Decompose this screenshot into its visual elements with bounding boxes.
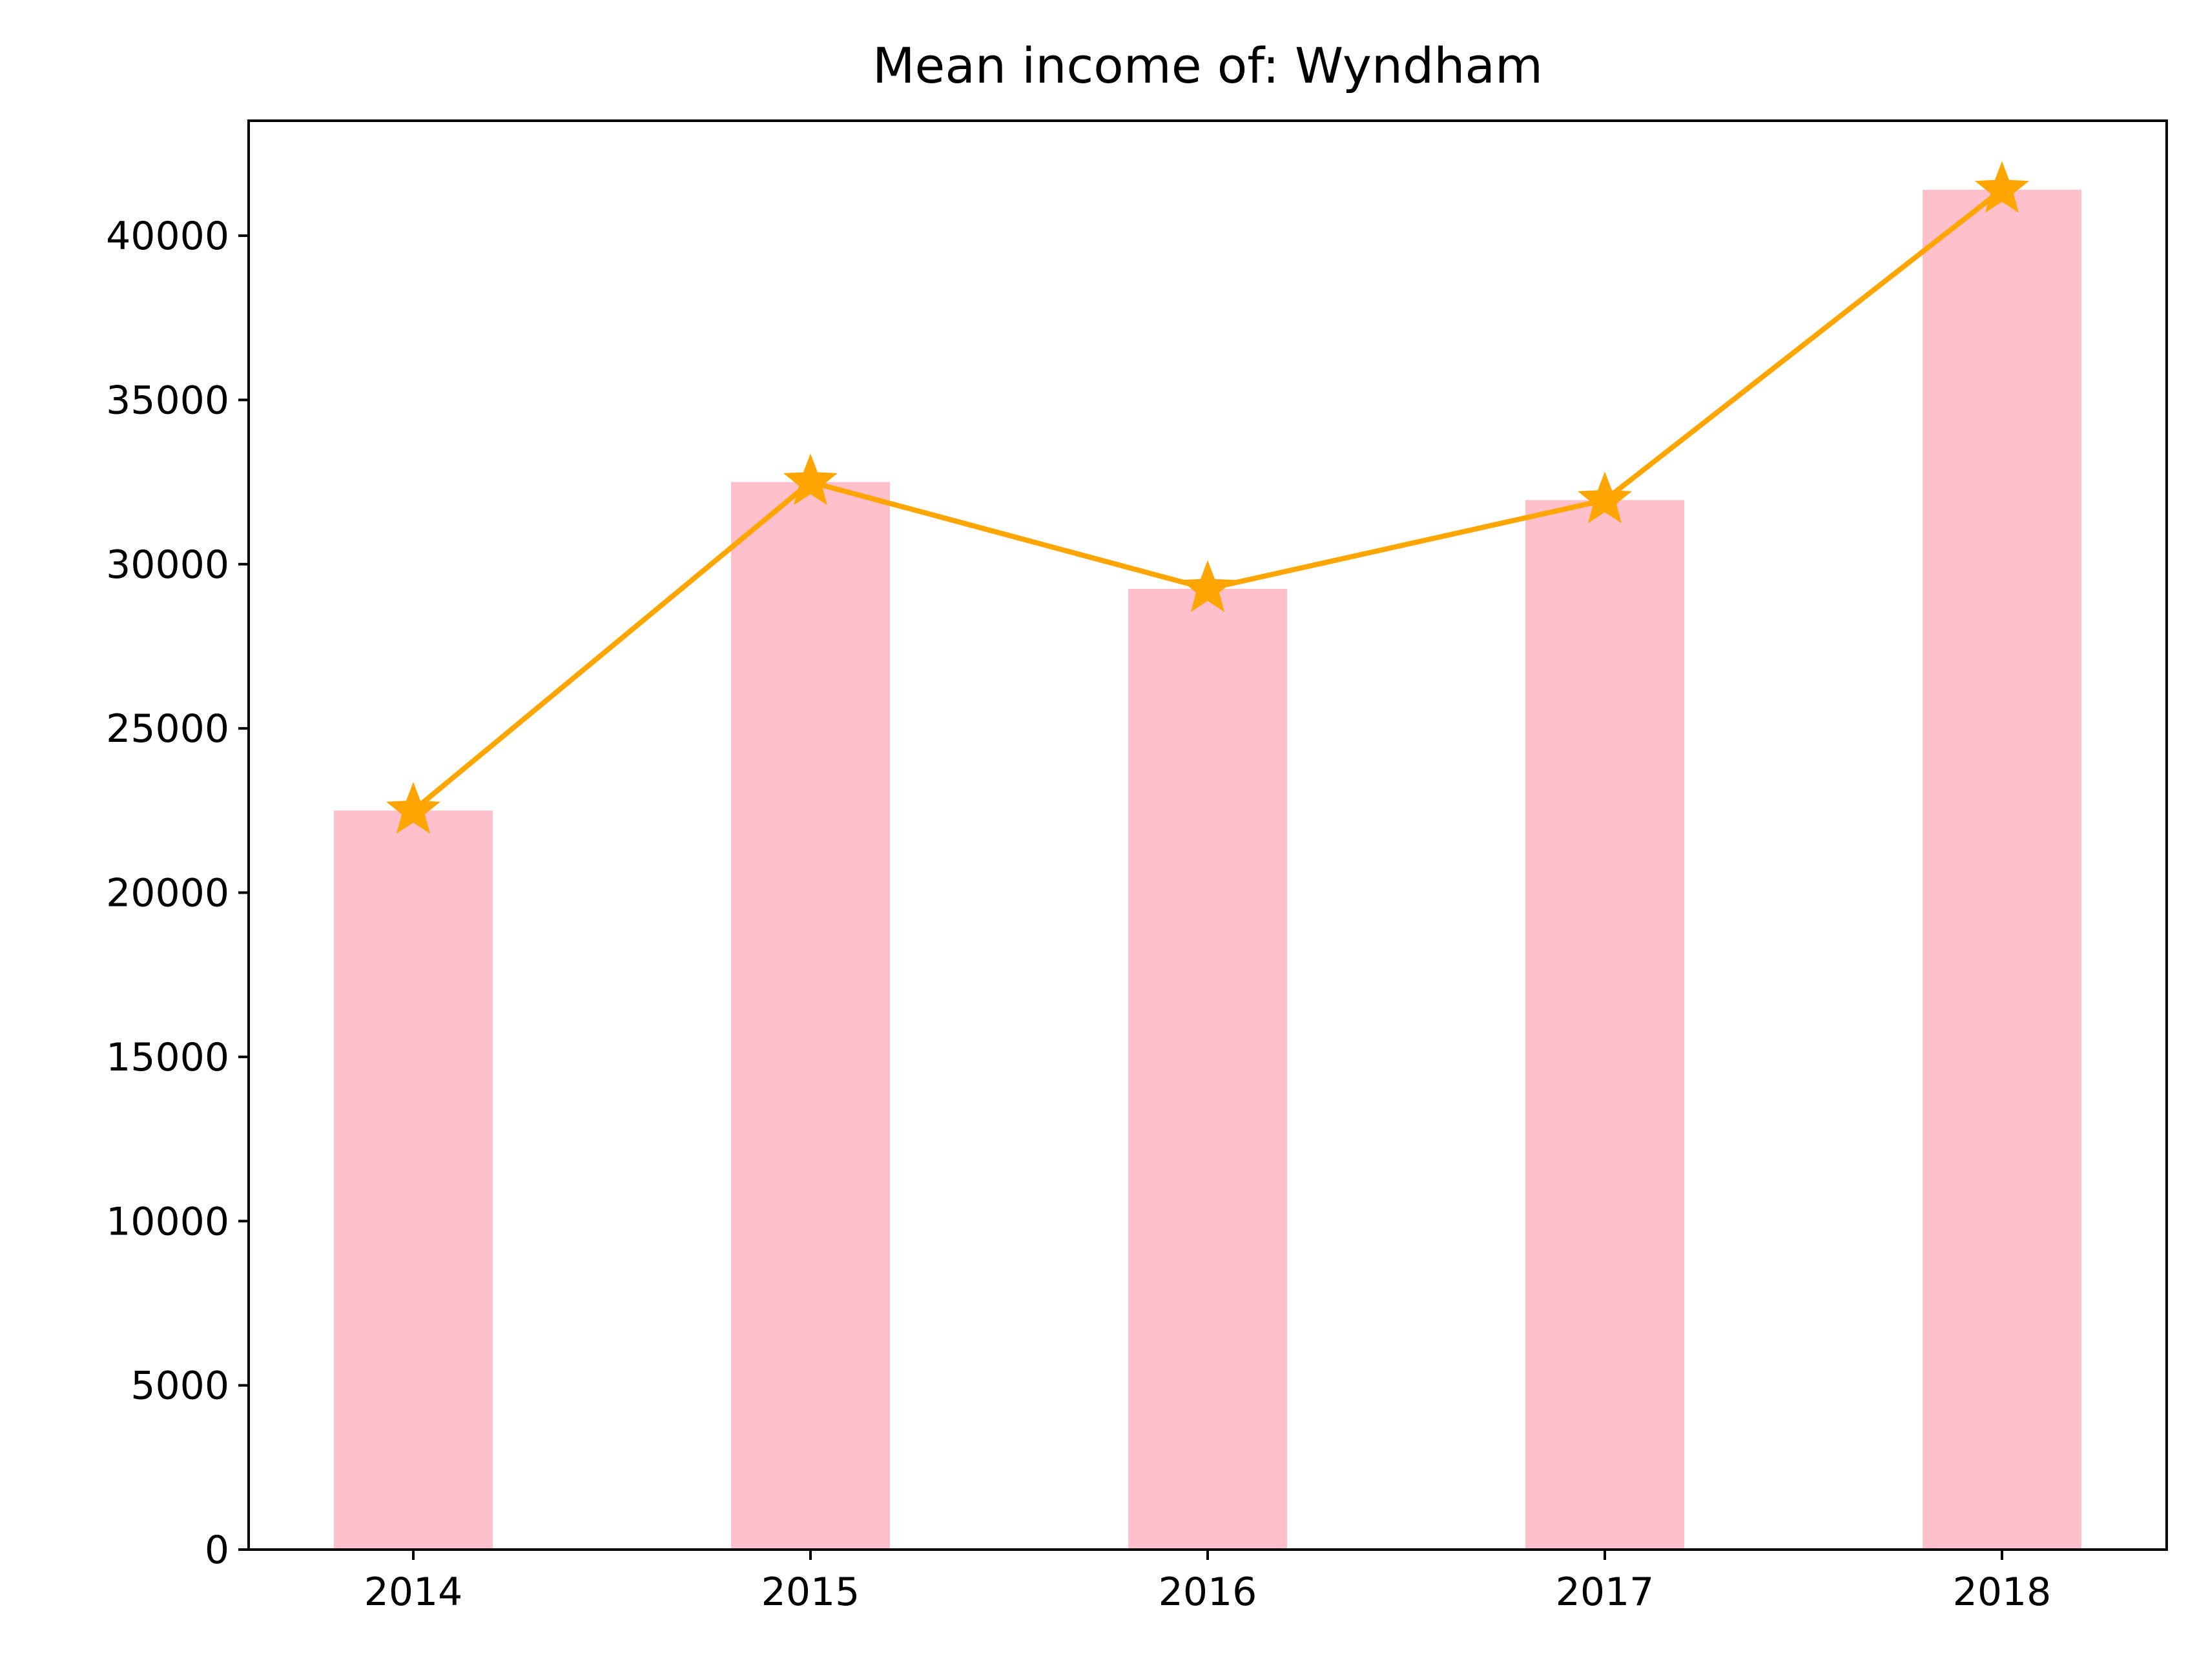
x-tick-label: 2017 <box>1556 1570 1655 1615</box>
bar-2017 <box>1525 500 1684 1550</box>
bar-2016 <box>1128 588 1287 1550</box>
bar-2014 <box>334 810 493 1550</box>
y-tick-label: 10000 <box>106 1199 229 1244</box>
x-tick-label: 2018 <box>1953 1570 2052 1615</box>
star-marker-2016 <box>1180 560 1235 612</box>
y-tick-label: 35000 <box>106 378 229 423</box>
star-marker-2015 <box>783 453 838 506</box>
y-axis: 0 5000 10000 15000 20000 25000 30000 35000 40000 <box>106 214 249 1573</box>
y-tick-label: 40000 <box>106 214 229 259</box>
star-marker-2018 <box>1974 161 2030 213</box>
star-marker-2017 <box>1577 471 1633 524</box>
x-tick-label: 2014 <box>364 1570 463 1615</box>
line-layer <box>386 161 2030 834</box>
chart-title: Mean income of: Wyndham <box>872 37 1543 94</box>
star-marker-2014 <box>386 782 441 834</box>
x-axis: 2014 2015 2016 2017 2018 <box>364 1550 2052 1615</box>
x-tick-label: 2015 <box>761 1570 860 1615</box>
bars-layer <box>334 189 2081 1550</box>
y-tick-label: 15000 <box>106 1035 229 1080</box>
y-tick-label: 0 <box>205 1528 229 1573</box>
y-tick-label: 25000 <box>106 706 229 752</box>
y-tick-label: 30000 <box>106 542 229 588</box>
y-tick-label: 20000 <box>106 871 229 916</box>
y-tick-label: 5000 <box>130 1364 229 1409</box>
x-tick-label: 2016 <box>1159 1570 1257 1615</box>
bar-2015 <box>731 482 890 1550</box>
bar-2018 <box>1923 189 2081 1550</box>
